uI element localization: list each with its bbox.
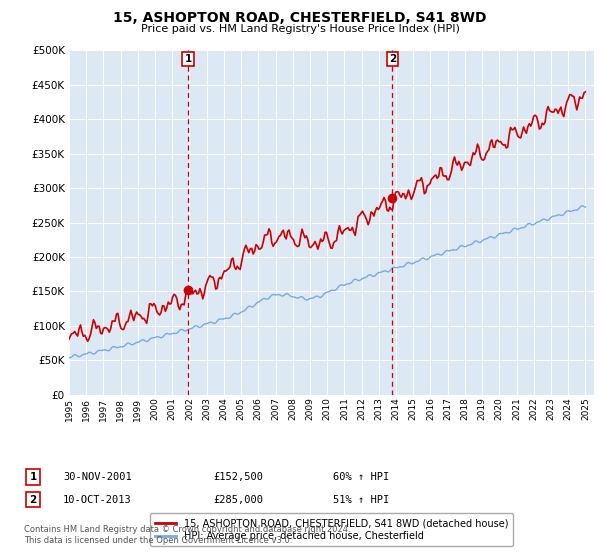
Text: 10-OCT-2013: 10-OCT-2013 [63,494,132,505]
Text: 30-NOV-2001: 30-NOV-2001 [63,472,132,482]
Text: £152,500: £152,500 [213,472,263,482]
Text: Contains HM Land Registry data © Crown copyright and database right 2024.
This d: Contains HM Land Registry data © Crown c… [24,525,350,545]
Text: 60% ↑ HPI: 60% ↑ HPI [333,472,389,482]
Text: 1: 1 [29,472,37,482]
Text: 1: 1 [184,54,192,64]
Text: Price paid vs. HM Land Registry's House Price Index (HPI): Price paid vs. HM Land Registry's House … [140,24,460,34]
Text: 51% ↑ HPI: 51% ↑ HPI [333,494,389,505]
Legend: 15, ASHOPTON ROAD, CHESTERFIELD, S41 8WD (detached house), HPI: Average price, d: 15, ASHOPTON ROAD, CHESTERFIELD, S41 8WD… [150,513,513,547]
Text: 2: 2 [29,494,37,505]
Text: 2: 2 [389,54,396,64]
Text: 15, ASHOPTON ROAD, CHESTERFIELD, S41 8WD: 15, ASHOPTON ROAD, CHESTERFIELD, S41 8WD [113,11,487,25]
Text: £285,000: £285,000 [213,494,263,505]
